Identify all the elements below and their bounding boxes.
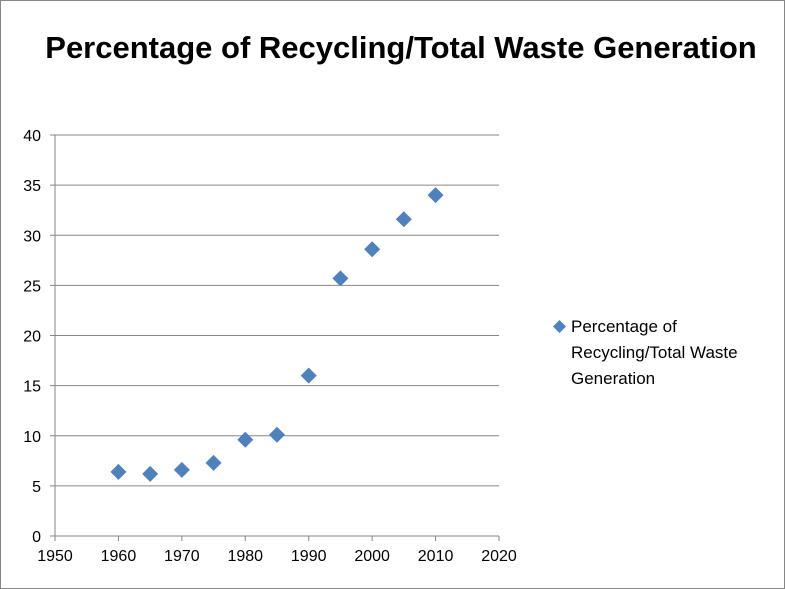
data-points [110,187,444,482]
x-tick-label: 2000 [354,548,390,565]
chart-title: Percentage of Recycling/Total Waste Gene… [45,30,757,65]
data-point [110,463,127,480]
legend-diamond [553,320,566,333]
legend-marker-diamond-icon [553,320,566,333]
y-tick-label: 40 [23,128,41,145]
y-tick-label: 30 [23,228,41,245]
y-axis-ticks: 0 5 10 15 20 25 30 35 40 [23,128,55,546]
data-point [364,241,381,258]
x-tick-label: 2020 [481,548,517,565]
y-tick-label: 0 [32,529,41,546]
x-tick-label: 2010 [418,548,454,565]
data-point [427,187,444,204]
y-tick-label: 10 [23,429,41,446]
x-tick-label: 1950 [37,548,73,565]
legend-label: Percentage of Recycling/Total Waste Gene… [571,317,738,388]
data-point [205,454,222,471]
data-point [142,465,159,482]
x-axis-ticks: 1950 1960 1970 1980 1990 2000 2010 2020 [37,536,517,565]
data-point [173,461,190,478]
data-point [395,211,412,228]
y-tick-label: 25 [23,278,41,295]
y-tick-label: 20 [23,329,41,346]
y-tick-label: 5 [32,479,41,496]
x-tick-label: 1960 [101,548,137,565]
x-tick-label: 1990 [291,548,327,565]
data-point [237,431,254,448]
data-point [300,367,317,384]
y-tick-label: 35 [23,178,41,195]
data-point [269,426,285,443]
x-tick-label: 1980 [227,548,263,565]
x-tick-label: 1970 [164,548,200,565]
y-tick-label: 15 [23,379,41,396]
data-point [332,270,349,287]
